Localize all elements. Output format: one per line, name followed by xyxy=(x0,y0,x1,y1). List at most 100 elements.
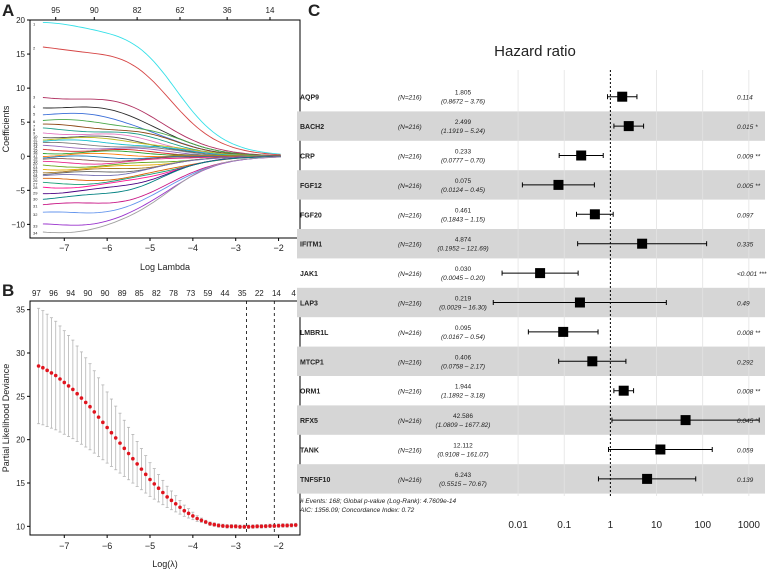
panel-a-series-line xyxy=(42,97,281,157)
panel-a-y-tick-label: 15 xyxy=(16,50,25,59)
panel-b-top-label: 94 xyxy=(66,289,75,298)
panel-c-hr-value: 0.219 xyxy=(455,296,472,303)
panel-c-footer-events: # Events: 168; Global p-value (Log-Rank)… xyxy=(300,498,456,505)
panel-c-hr-value: 0.233 xyxy=(455,149,472,156)
panel-a-line-index: 14 xyxy=(33,145,38,150)
panel-b-point xyxy=(36,364,41,368)
panel-c-variable-name: FGF20 xyxy=(300,212,322,219)
panel-c-n: (N=216) xyxy=(398,242,422,249)
panel-a-x-tick-label: −7 xyxy=(59,243,69,253)
panel-c-n: (N=216) xyxy=(398,212,422,219)
panel-b-point xyxy=(41,365,45,370)
panel-c-hr-value: 0.075 xyxy=(455,178,472,185)
panel-c-p-value: 0.008 ** xyxy=(737,330,761,337)
panel-c-hr-value: 0.095 xyxy=(455,325,472,332)
panel-c-label: C xyxy=(308,1,320,20)
panel-c-variable-name: IFITM1 xyxy=(300,242,322,249)
panel-a-line-index: 19 xyxy=(33,158,38,163)
panel-b-point xyxy=(135,462,139,466)
panel-b-point xyxy=(58,377,62,381)
panel-a-line-index: 1 xyxy=(33,21,36,26)
panel-c-p-value: 0.008 ** xyxy=(737,389,761,396)
panel-b-vlines xyxy=(246,301,275,535)
panel-b-point xyxy=(229,524,234,529)
panel-a-top-tick-label: 62 xyxy=(176,6,185,15)
panel-c-x-ticks: 0.01 0.1 1 10 100 1000 xyxy=(508,520,760,531)
panel-b-point xyxy=(139,467,144,471)
panel-c-hr-value: 0.406 xyxy=(455,354,472,361)
panel-c-row-band xyxy=(297,346,765,376)
panel-b-label: B xyxy=(2,281,14,300)
panel-c-ci: (0.5515 – 70.67) xyxy=(439,481,487,488)
panel-c-hr-square xyxy=(574,297,585,308)
panel-b-point xyxy=(49,371,54,375)
panel-b-x-tick-label: −5 xyxy=(145,541,155,551)
panel-c-ci: (0.0124 – 0.45) xyxy=(441,187,485,194)
panel-a-lasso-coefficients: A 12345678910111213141516171819202122232… xyxy=(1,1,301,272)
panel-b-x-tick-label: −7 xyxy=(59,541,69,551)
panel-b-point xyxy=(276,523,281,528)
panel-c-row-band xyxy=(297,111,765,141)
panel-b-point xyxy=(182,508,187,513)
panel-a-x-tick-label: −4 xyxy=(188,243,198,253)
panel-b-top-label: 97 xyxy=(32,289,41,298)
panel-c-hr-square xyxy=(558,326,569,337)
panel-c-variable-name: BACH2 xyxy=(300,124,324,131)
panel-a-series-line xyxy=(42,119,281,157)
panel-b-y-tick-label: 35 xyxy=(16,306,25,315)
panel-a-y-ticks: −10 −5 0 5 10 15 20 xyxy=(11,16,30,229)
panel-b-point xyxy=(165,495,169,499)
panel-c-p-value: 0.015 * xyxy=(737,124,758,131)
panel-b-x-tick-label: −2 xyxy=(273,541,283,551)
panel-a-series-lines: 1234567891011121314151617181920212223242… xyxy=(33,21,281,236)
panel-a-line-index: 2 xyxy=(33,45,36,50)
panel-a-top-tick-label: 95 xyxy=(51,6,60,15)
panel-a-line-index: 33 xyxy=(33,224,38,229)
panel-c-hr-value: 6.243 xyxy=(455,472,472,479)
panel-b-point xyxy=(212,522,217,527)
panel-c-n: (N=216) xyxy=(398,154,422,161)
panel-b-point xyxy=(113,436,118,440)
panel-a-line-index: 6 xyxy=(33,119,36,124)
panel-c-n: (N=216) xyxy=(398,183,422,190)
panel-b-point xyxy=(173,502,178,506)
panel-b-top-label: 73 xyxy=(186,289,195,298)
panel-c-rows: AQP9 (N=216) 1.805 (0.8672 – 3.76) 0.114 BACH… xyxy=(300,90,767,488)
panel-c-ci: (0.0777 – 0.70) xyxy=(441,158,485,165)
panel-c-p-value: 0.292 xyxy=(737,359,754,366)
panel-a-plot-frame xyxy=(29,19,301,239)
panel-c-p-value: 0.114 xyxy=(737,95,753,102)
panel-c-x-tick-label: 0.01 xyxy=(508,520,528,531)
panel-a-line-index: 26 xyxy=(33,178,38,183)
panel-b-point xyxy=(92,410,97,414)
panel-a-series-line xyxy=(42,46,281,156)
panel-b-point xyxy=(251,524,255,529)
panel-a-line-index: 34 xyxy=(33,231,38,236)
panel-b-point xyxy=(285,523,289,528)
panel-b-point xyxy=(242,524,247,529)
panel-b-point xyxy=(246,524,251,529)
panel-a-line-index: 24 xyxy=(33,172,38,177)
panel-c-ci: (0.0758 – 2.17) xyxy=(441,363,485,370)
panel-b-point xyxy=(259,524,264,529)
panel-c-variable-name: LMBR1L xyxy=(300,330,329,337)
panel-b-point xyxy=(79,396,84,400)
panel-c-p-value: 0.045 * xyxy=(737,418,758,425)
panel-b-point xyxy=(126,451,131,456)
panel-a-line-index: 15 xyxy=(33,147,38,152)
panel-a-line-index: 11 xyxy=(33,137,38,142)
panel-c-ci: (0.9108 – 161.07) xyxy=(437,452,488,459)
panel-a-series-line xyxy=(42,156,281,200)
panel-a-line-index: 29 xyxy=(33,190,38,195)
panel-a-y-tick-label: −10 xyxy=(11,220,25,229)
panel-b-point xyxy=(169,498,174,503)
panel-c-hr-square xyxy=(637,238,648,249)
panel-b-y-tick-label: 10 xyxy=(16,522,25,531)
panel-b-point xyxy=(225,524,229,529)
panel-b-point xyxy=(263,524,268,528)
panel-c-hr-square xyxy=(618,385,629,396)
panel-b-y-tick-label: 25 xyxy=(16,392,25,401)
panel-c-variable-name: FGF12 xyxy=(300,183,322,190)
panel-b-top-label: 35 xyxy=(238,289,247,298)
panel-c-n: (N=216) xyxy=(398,418,422,425)
